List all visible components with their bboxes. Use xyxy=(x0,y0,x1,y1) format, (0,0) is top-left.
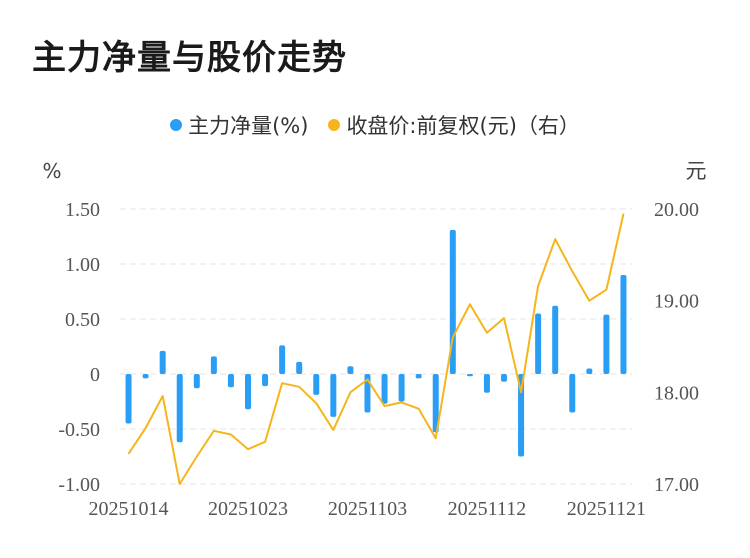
legend-bar-label: 主力净量(%) xyxy=(188,114,309,138)
left-tick-label: 0 xyxy=(90,364,100,386)
legend-item-line[interactable]: 收盘价:前复权(元)（右） xyxy=(328,110,580,140)
axis-layer: 1.50 1.00 0.50 0 -0.50 -1.00 20.00 19.00 18.00 17… xyxy=(58,199,699,520)
x-tick-label: 20251103 xyxy=(328,498,407,520)
bar-mark xyxy=(210,356,217,374)
bar-mark xyxy=(227,374,234,388)
x-tick-label: 20251121 xyxy=(567,498,646,520)
bar-mark xyxy=(279,345,286,374)
bar-mark xyxy=(483,374,490,393)
bar-mark xyxy=(347,366,354,374)
bar-mark xyxy=(159,350,166,374)
bar-mark xyxy=(381,374,388,404)
right-tick-label: 17.00 xyxy=(654,474,699,496)
left-tick-label: 0.50 xyxy=(65,309,100,331)
left-tick-label: 1.00 xyxy=(65,254,100,276)
right-axis-unit: 元 xyxy=(686,159,707,183)
bar-mark xyxy=(603,314,610,374)
bar-mark xyxy=(296,361,303,374)
legend-bar-dot-icon xyxy=(170,119,183,131)
legend: 主力净量(%) 收盘价:前复权(元)（右） xyxy=(0,110,750,140)
x-tick-label: 20251023 xyxy=(208,498,288,520)
bar-mark xyxy=(535,313,542,374)
left-tick-label: -1.00 xyxy=(58,474,100,496)
legend-line-label: 收盘价:前复权(元)（右） xyxy=(346,114,580,138)
x-tick-label: 20251112 xyxy=(448,498,527,520)
bar-mark xyxy=(552,305,559,374)
right-tick-label: 20.00 xyxy=(654,199,699,221)
bar-mark xyxy=(245,374,251,410)
left-axis-unit: % xyxy=(42,159,61,183)
bar-mark xyxy=(262,374,269,387)
bar-mark xyxy=(176,374,183,443)
left-tick-label: 1.50 xyxy=(65,199,100,221)
right-tick-label: 19.00 xyxy=(654,291,699,313)
bar-mark xyxy=(142,374,149,379)
bar-mark xyxy=(449,229,456,374)
bar-mark xyxy=(569,374,576,413)
legend-item-bar[interactable]: 主力净量(%) xyxy=(170,110,308,140)
bar-mark xyxy=(398,374,405,402)
x-tick-label: 20251014 xyxy=(89,498,169,520)
bar-mark xyxy=(586,368,593,374)
price-line xyxy=(127,213,625,485)
bar-layer xyxy=(125,229,627,457)
bar-mark xyxy=(518,374,525,457)
bar-mark xyxy=(466,374,473,377)
bar-mark xyxy=(501,374,507,382)
bar-mark xyxy=(415,374,422,379)
bar-mark xyxy=(432,374,439,433)
bar-mark xyxy=(193,374,200,389)
legend-line-dot-icon xyxy=(328,119,341,131)
bar-mark xyxy=(620,275,627,374)
line-layer xyxy=(127,213,625,485)
left-tick-label: -0.50 xyxy=(58,419,100,441)
bar-mark xyxy=(330,374,337,417)
bar-mark xyxy=(313,374,320,395)
page-title: 主力净量与股价走势 xyxy=(32,38,347,78)
bar-mark xyxy=(125,374,132,424)
right-tick-label: 18.00 xyxy=(654,382,699,404)
grid-layer xyxy=(120,208,632,485)
